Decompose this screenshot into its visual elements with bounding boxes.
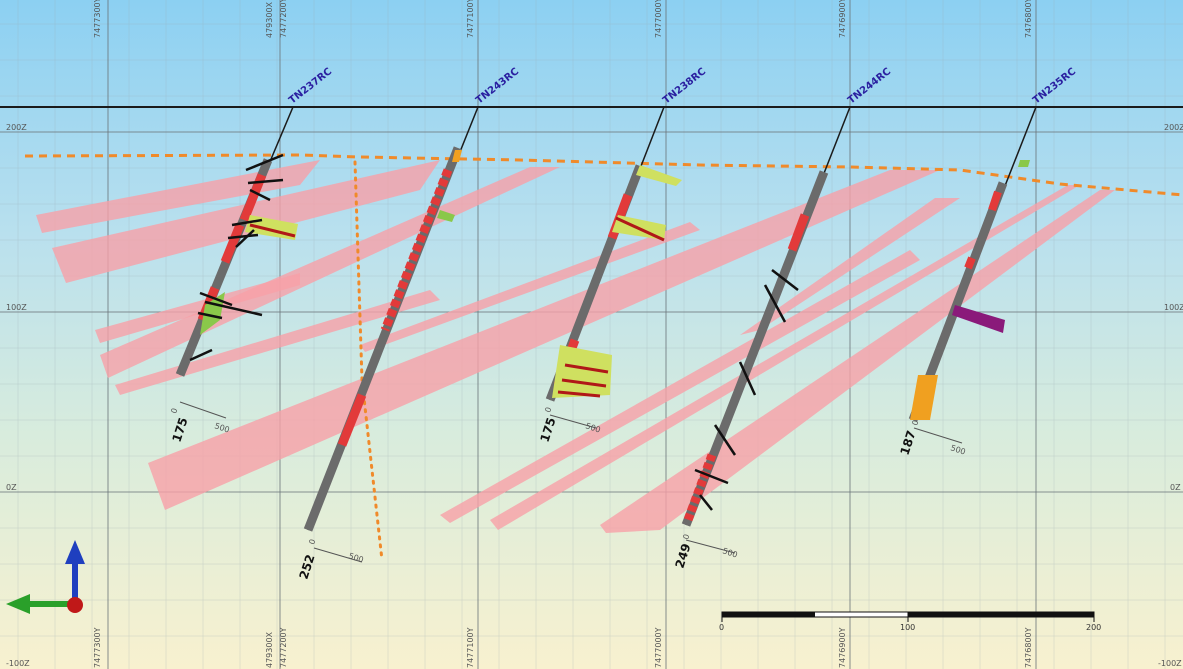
hole-assay-interval <box>380 168 453 332</box>
northing-label-bottom: 7476900Y <box>838 627 847 668</box>
northing-label-top: 7477300Y <box>93 0 102 38</box>
structure-ticks <box>189 153 284 362</box>
hole-scale-axis <box>313 547 363 563</box>
grade-histogram <box>200 292 225 335</box>
drillhole-tn235rc[interactable] <box>908 106 1037 422</box>
hole-scale-start-label: 0 <box>307 538 317 546</box>
grade-histogram <box>437 210 455 222</box>
hole-scale-end-label: 500 <box>949 443 966 456</box>
hole-depth-label: 249 <box>673 542 694 570</box>
hole-scale-start-label: 0 <box>910 419 920 427</box>
labels: 7477300Y 479300X 7477200Y 7477100Y 74770… <box>6 0 1183 668</box>
up-arrow-icon <box>65 540 85 564</box>
elevation-label-right: 200Z <box>1164 123 1183 132</box>
northing-label-bottom: 7476800Y <box>1024 627 1033 668</box>
scale-bar-label: 200 <box>1086 623 1101 632</box>
grade-histogram <box>452 150 462 162</box>
hole-scale-end-label: 500 <box>347 551 364 564</box>
hole-scale-axis <box>685 539 736 554</box>
northing-label-top: 7477000Y <box>654 0 663 38</box>
easting-label-top: 479300X <box>265 1 274 38</box>
drillhole-tn237rc[interactable] <box>175 106 298 377</box>
scale-bar-label: 0 <box>719 623 724 632</box>
northing-label-top: 7476800Y <box>1024 0 1033 38</box>
drillhole-label[interactable]: TN244RC <box>846 66 893 106</box>
northing-label-bottom: 7477100Y <box>466 627 475 668</box>
hole-depth-label: 187 <box>898 429 919 457</box>
drillhole-tn238rc[interactable] <box>545 106 682 402</box>
ore-zone <box>600 190 1115 533</box>
grade-histogram <box>1018 160 1030 167</box>
elevation-label-right: 100Z <box>1164 303 1183 312</box>
hole-scale-end-label: 500 <box>721 546 738 559</box>
drillhole-label[interactable]: TN243RC <box>474 66 521 106</box>
hole-assay-interval <box>337 393 367 447</box>
drillhole-tn244rc[interactable] <box>681 106 851 527</box>
fault-line <box>353 160 384 562</box>
hole-assay-interval <box>220 223 245 264</box>
scale-bar <box>721 611 1095 622</box>
hole-depth-label: 252 <box>297 553 318 581</box>
grade-histogram <box>615 216 665 242</box>
orientation-axes <box>6 540 85 614</box>
grade-histogram <box>249 223 296 238</box>
origin-dot-icon <box>67 597 83 613</box>
easting-label-bottom: 479300X <box>265 631 274 668</box>
hole-scale-start-label: 0 <box>169 407 179 415</box>
hole-scale-start-label: 0 <box>543 406 553 414</box>
drillhole-label[interactable]: TN235RC <box>1031 66 1078 106</box>
hole-assay-interval <box>683 453 717 522</box>
drillhole-tn243rc[interactable] <box>303 106 479 532</box>
elevation-label-left: 200Z <box>6 123 27 132</box>
scale-bar-label: 100 <box>900 623 915 632</box>
northing-label-bottom: 7477300Y <box>93 627 102 668</box>
ore-zone <box>360 222 700 352</box>
hole-scale-axis <box>549 414 597 429</box>
hole-scale-end-label: 500 <box>584 421 601 434</box>
grade-histogram <box>636 165 682 186</box>
ore-zone <box>440 250 920 523</box>
hole-scale-axis <box>913 427 963 444</box>
ore-zone <box>36 160 320 233</box>
drillhole-traces <box>175 106 1037 532</box>
elevation-label-left: 100Z <box>6 303 27 312</box>
drillhole-label[interactable]: TN237RC <box>287 66 334 106</box>
left-arrow-icon <box>6 594 30 614</box>
grade-histogram <box>557 363 609 398</box>
structure-ticks <box>694 269 799 511</box>
elevation-label-right: 0Z <box>1170 483 1181 492</box>
elevation-label-right: -100Z <box>1158 659 1182 668</box>
hole-scale-start-label: 0 <box>681 533 691 541</box>
northing-label-top: 7477200Y <box>279 0 288 38</box>
hole-assay-interval <box>964 256 976 270</box>
ore-zone <box>740 198 960 335</box>
grade-histogram <box>952 305 1005 333</box>
northing-label-top: 7476900Y <box>838 0 847 38</box>
elevation-label-left: 0Z <box>6 483 17 492</box>
ore-zone <box>490 185 1080 530</box>
weathering-boundary-line <box>24 153 1183 197</box>
hole-assay-interval <box>787 213 810 252</box>
northing-label-bottom: 7477000Y <box>654 627 663 668</box>
grade-histogram <box>910 375 938 420</box>
northing-label-bottom: 7477200Y <box>279 627 288 668</box>
hole-axis-scales <box>179 401 963 563</box>
hole-assay-interval <box>988 190 1002 212</box>
drillhole-label[interactable]: TN238RC <box>661 66 708 106</box>
hole-scale-end-label: 500 <box>213 421 230 434</box>
northing-label-top: 7477100Y <box>466 0 475 38</box>
elevation-label-left: -100Z <box>6 659 30 668</box>
hole-scale-axis <box>179 401 227 419</box>
